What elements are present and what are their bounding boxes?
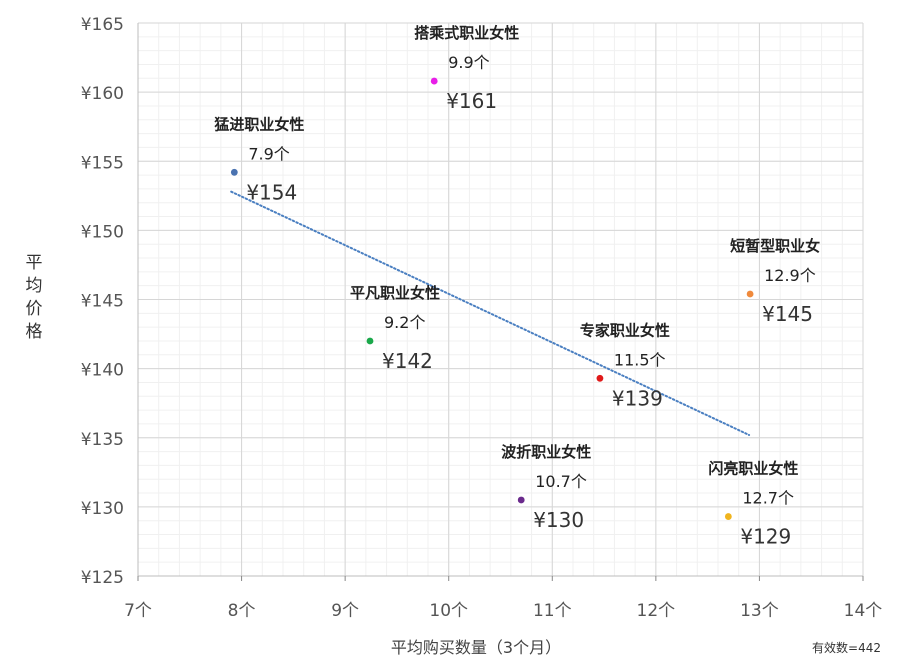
point-count-label: 9.2个 [384, 313, 425, 332]
y-axis-title-char-2: 均 [26, 276, 43, 296]
point-price-label: ¥130 [533, 508, 584, 532]
y-axis-title: 平 均 价 格 [26, 253, 43, 342]
y-tick-label: ¥150 [81, 222, 124, 242]
y-axis-title-char-3: 价 [26, 299, 43, 319]
x-axis-title: 平均购买数量（3个月） [391, 638, 561, 657]
point-name-label: 波折职业女性 [501, 443, 591, 461]
point-count-label: 10.7个 [535, 472, 587, 491]
x-tick-label: 13个 [740, 601, 779, 621]
point-count-label: 12.9个 [764, 266, 816, 285]
data-point-group: 搭乘式职业女性 9.9个 ¥161 [414, 24, 519, 113]
point-count-label: 9.9个 [448, 53, 489, 72]
point-name-label: 闪亮职业女性 [708, 460, 798, 478]
data-point-group: 猛进职业女性 7.9个 ¥154 [213, 115, 304, 204]
point-price-label: ¥154 [246, 180, 297, 204]
point-name-label: 短暂型职业女 [730, 237, 820, 255]
data-point [366, 337, 374, 345]
data-point [746, 290, 754, 298]
data-point [230, 168, 238, 176]
y-tick-label: ¥125 [81, 568, 124, 588]
point-price-label: ¥139 [612, 386, 663, 410]
point-price-label: ¥142 [382, 349, 433, 373]
point-count-label: 12.7个 [742, 489, 794, 508]
data-point-group: 波折职业女性 10.7个 ¥130 [501, 443, 591, 532]
data-point-group: 短暂型职业女 12.9个 ¥145 [730, 237, 820, 326]
y-axis-title-char-4: 格 [26, 322, 43, 342]
y-tick-label: ¥165 [81, 15, 124, 35]
x-tick-label: 12个 [637, 601, 676, 621]
data-point-group: 专家职业女性 11.5个 ¥139 [580, 321, 670, 410]
data-point [596, 374, 604, 382]
y-tick-label: ¥160 [81, 84, 124, 104]
trendline [230, 190, 751, 436]
point-price-label: ¥161 [446, 89, 497, 113]
axes [137, 23, 863, 577]
sample-size-note: 有效数=442 [812, 640, 881, 655]
y-tick-label: ¥155 [81, 153, 124, 173]
data-point [724, 513, 732, 520]
point-count-label: 7.9个 [248, 144, 289, 163]
point-name-label: 平凡职业女性 [350, 284, 440, 302]
trendline-group [230, 190, 751, 436]
data-point-group: 闪亮职业女性 12.7个 ¥129 [708, 460, 798, 549]
y-tick-label: ¥140 [81, 361, 124, 381]
y-tick-label: ¥135 [81, 430, 124, 450]
x-tick-label: 11个 [533, 601, 572, 621]
data-points: 猛进职业女性 7.9个 ¥154 搭乘式职业女性 9.9个 ¥161 平凡职业女性 9.2个 ¥… [213, 24, 820, 548]
y-tick-label: ¥145 [81, 292, 124, 312]
point-price-label: ¥129 [740, 525, 791, 549]
y-axis-title-char-1: 平 [26, 253, 43, 273]
point-name-label: 专家职业女性 [580, 321, 670, 339]
point-price-label: ¥145 [762, 302, 813, 326]
x-tick-label: 8个 [228, 601, 256, 621]
x-tick-label: 14个 [844, 601, 883, 621]
point-count-label: 11.5个 [614, 350, 666, 369]
data-point-group: 平凡职业女性 9.2个 ¥142 [350, 284, 440, 373]
tick-labels: 7个 8个 9个 10个 11个 12个 13个 14个 ¥125 ¥130 ¥135 ¥140 ¥14… [81, 15, 883, 621]
data-point [517, 496, 525, 504]
data-point [430, 77, 438, 85]
major-grid [137, 22, 864, 577]
y-tick-label: ¥130 [81, 499, 124, 519]
point-name-label: 猛进职业女性 [213, 115, 304, 133]
x-tick-label: 7个 [124, 601, 152, 621]
point-name-label: 搭乘式职业女性 [414, 24, 519, 42]
x-tick-label: 10个 [429, 601, 468, 621]
x-tick-label: 9个 [331, 601, 359, 621]
